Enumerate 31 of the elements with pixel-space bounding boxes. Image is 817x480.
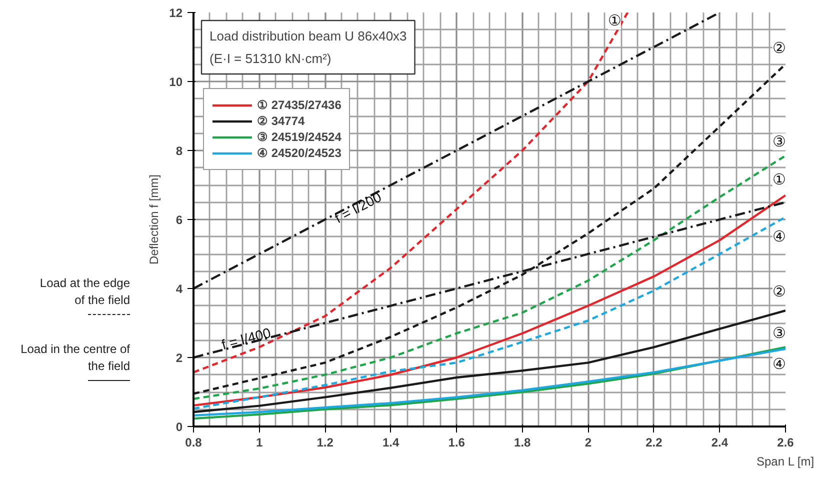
y-tick-label: 8 [176, 144, 183, 158]
text: (E·I = 51310 kN·cm²) [210, 51, 332, 66]
y-tick-label: 4 [176, 282, 183, 296]
x-tick-label: 0.8 [185, 436, 202, 450]
y-tick-label: 12 [169, 6, 183, 20]
x-tick-label: 2.6 [777, 436, 794, 450]
text: Load distribution beam U 86x40x3 [210, 28, 407, 44]
text: Load at the edge of the field [40, 275, 130, 309]
annotation: ① [608, 12, 621, 30]
y-tick-label: 6 [176, 213, 183, 227]
x-tick-label: 2.2 [646, 436, 663, 450]
y-tick-label: 0 [176, 420, 183, 434]
annotation: f = l/200 [332, 188, 384, 226]
y-tick-label: 2 [176, 351, 183, 365]
x-tick-label: 2.4 [711, 436, 728, 450]
x-tick-label: 1 [256, 436, 263, 450]
legend-label: ① 27435/27436 [257, 97, 342, 113]
x-axis-title: Span L [m] [756, 454, 814, 468]
x-tick-label: 1.2 [316, 436, 334, 450]
legend-label: ④ 24520/24523 [257, 145, 342, 161]
x-tick-label: 2 [584, 436, 592, 450]
text: Load in the centre of the field [20, 341, 130, 375]
annotation: ③ [772, 133, 786, 150]
x-tick-label: 1.6 [448, 436, 466, 450]
legend-label: ③ 24519/24524 [257, 129, 342, 145]
y-axis-title: Deflection f [mm] [147, 174, 162, 265]
annotation: f = l/400 [220, 324, 273, 353]
x-tick-label: 1.4 [382, 436, 400, 450]
x-tick-label: 1.8 [514, 436, 532, 450]
legend-label: ② 34774 [257, 113, 305, 129]
y-tick-label: 10 [169, 75, 183, 89]
